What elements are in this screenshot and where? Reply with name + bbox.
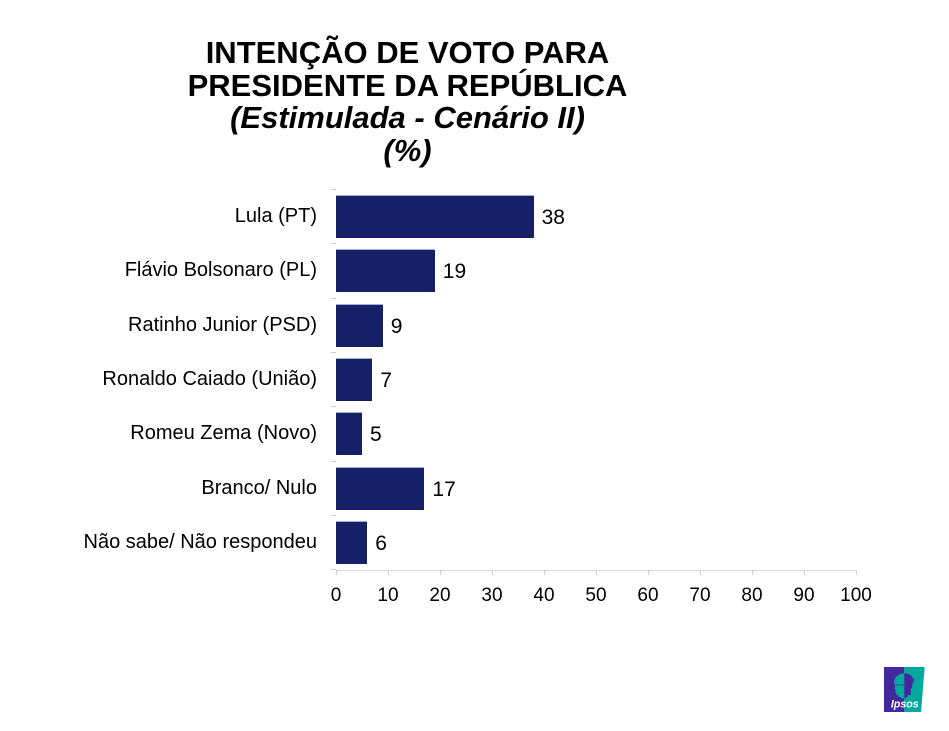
- svg-text:Ipsos: Ipsos: [891, 698, 919, 710]
